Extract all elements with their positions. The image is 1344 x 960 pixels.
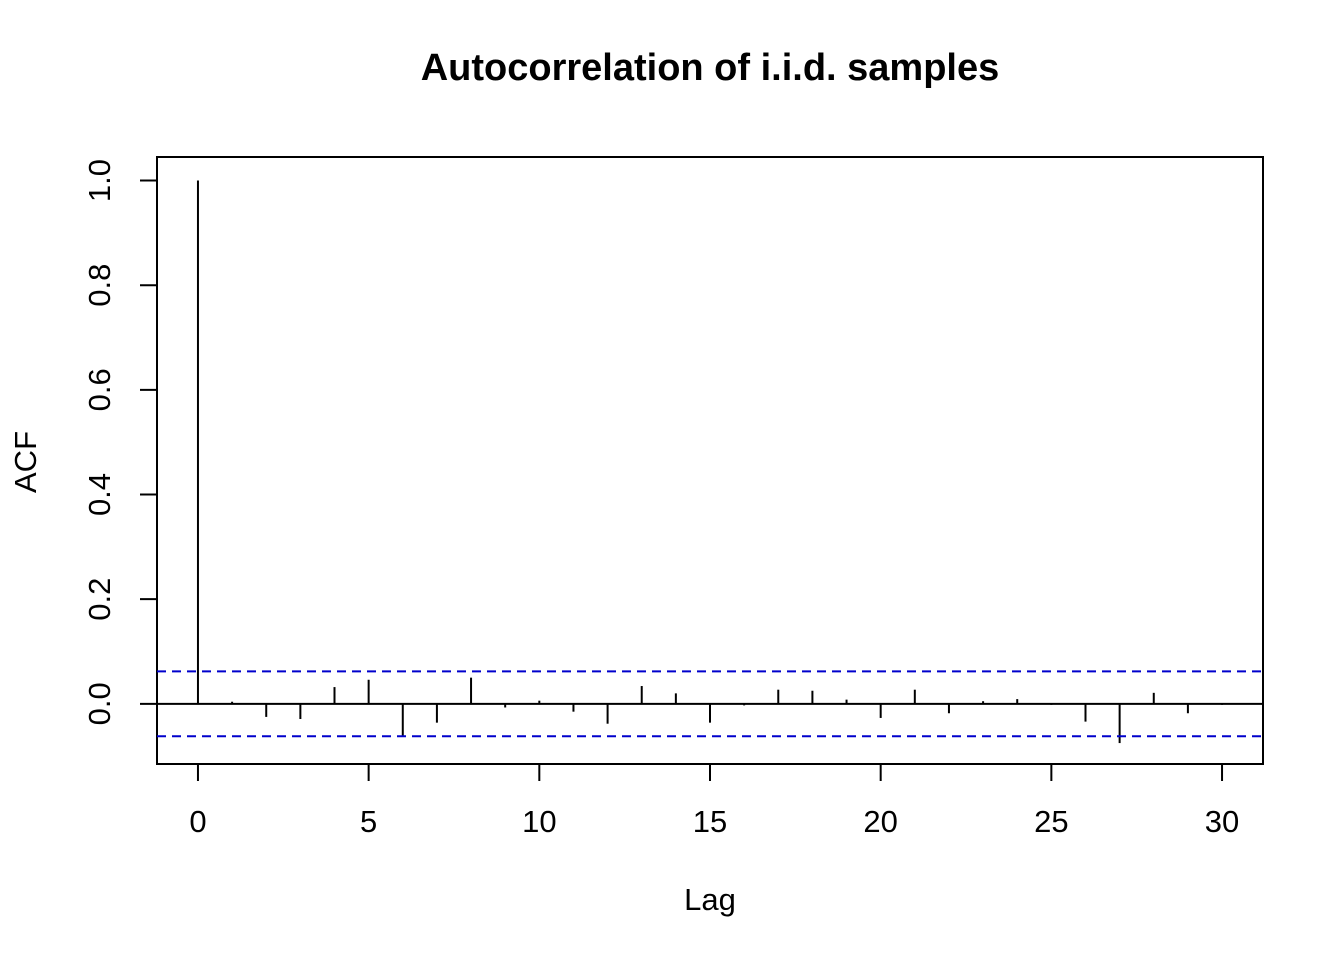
acf-bars <box>196 180 1224 744</box>
y-tick-label: 0.8 <box>82 264 117 307</box>
x-axis-label: Lag <box>684 882 736 917</box>
y-tick-label: 0.6 <box>82 368 117 411</box>
x-tick-label: 0 <box>189 804 206 839</box>
y-tick-label: 1.0 <box>82 159 117 202</box>
chart-title: Autocorrelation of i.i.d. samples <box>421 47 1000 89</box>
x-axis: 0 5 10 15 20 25 30 <box>189 764 1239 839</box>
plot-frame <box>156 156 1264 765</box>
x-tick-label: 20 <box>863 804 897 839</box>
x-tick-label: 25 <box>1034 804 1068 839</box>
y-tick-label: 0.4 <box>82 473 117 516</box>
y-axis-label: ACF <box>8 431 43 493</box>
x-tick-label: 5 <box>360 804 377 839</box>
y-tick-label: 0.2 <box>82 578 117 621</box>
reference-lines <box>157 670 1263 738</box>
y-axis: 0.0 0.2 0.4 0.6 0.8 1.0 <box>82 159 157 725</box>
x-tick-label: 10 <box>522 804 556 839</box>
y-tick-label: 0.0 <box>82 682 117 725</box>
x-tick-label: 30 <box>1205 804 1239 839</box>
x-tick-label: 15 <box>693 804 727 839</box>
